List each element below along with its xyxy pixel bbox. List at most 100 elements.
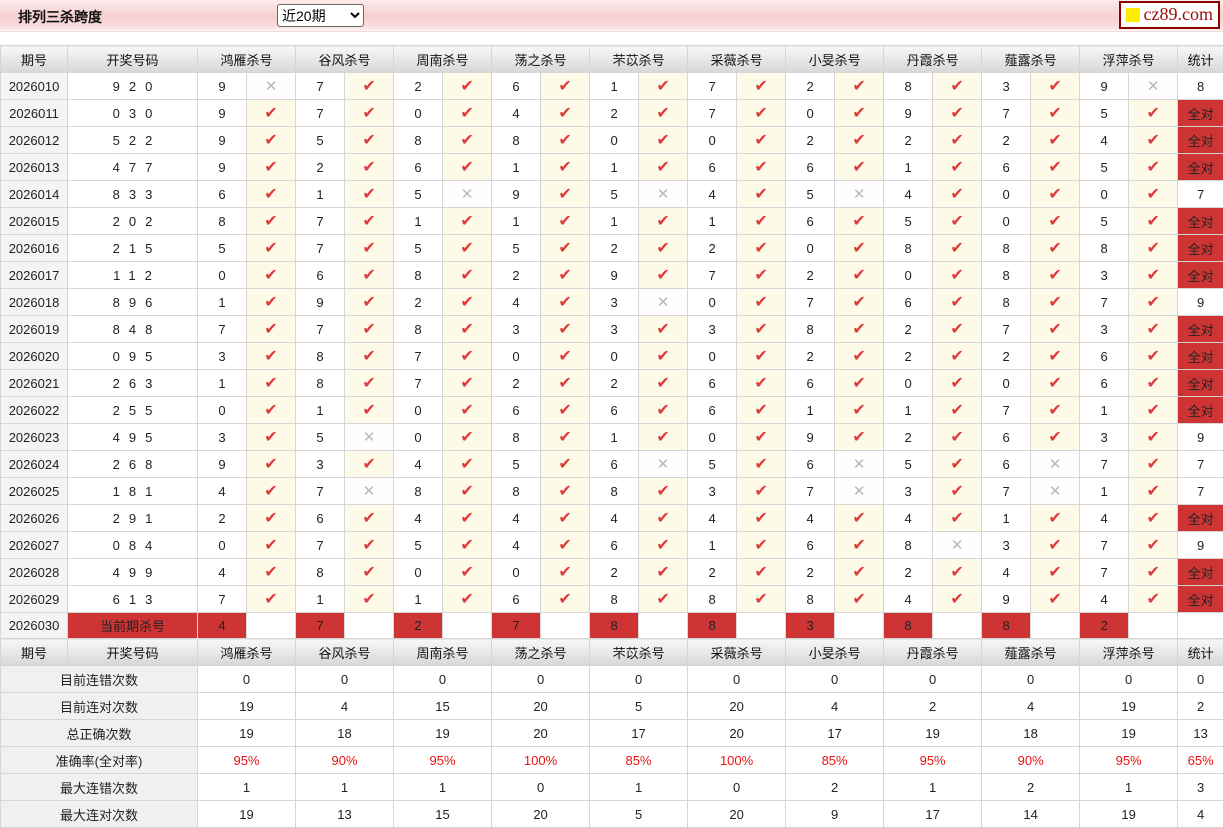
kill-number-cell: 0 (1079, 180, 1130, 208)
period-cell: 2026017 (0, 261, 68, 289)
kill-mark-cell: ✔ (638, 423, 689, 451)
kill-mark-cell: ✔ (834, 342, 885, 370)
check-icon: ✔ (656, 348, 670, 365)
check-icon: ✔ (558, 591, 572, 608)
draw-numbers-cell: 920 (67, 72, 198, 100)
kill-number-cell: 6 (785, 207, 836, 235)
kill-number-cell: 0 (589, 126, 640, 154)
kill-number-cell: 9 (295, 288, 346, 316)
kill-number-cell: 6 (295, 261, 346, 289)
check-icon: ✔ (754, 213, 768, 230)
check-icon: ✔ (852, 240, 866, 257)
col-header-expert-9: 浮萍杀号 (1079, 638, 1179, 666)
kill-number-cell: 8 (883, 531, 934, 559)
period-cell: 2026011 (0, 99, 68, 127)
kill-mark-cell: ✔ (540, 342, 591, 370)
kill-number-cell: 2 (491, 261, 542, 289)
check-icon: ✔ (264, 375, 278, 392)
check-icon: ✔ (362, 294, 376, 311)
check-icon: ✔ (950, 402, 964, 419)
site-logo[interactable]: cz89.com (1118, 1, 1220, 29)
current-kill-blank-cell (245, 612, 297, 639)
kill-number-cell: 8 (393, 261, 444, 289)
check-icon: ✔ (460, 510, 474, 527)
kill-mark-cell: ✔ (540, 180, 591, 208)
kill-mark-cell: ✔ (1128, 396, 1179, 424)
kill-mark-cell: ✕ (834, 180, 885, 208)
kill-mark-cell: ✕ (638, 288, 689, 316)
summary-value-cell: 18 (981, 719, 1081, 747)
kill-mark-cell: ✔ (540, 315, 591, 343)
current-stat-blank-cell (1177, 612, 1223, 639)
summary-value-cell: 4 (981, 692, 1081, 720)
kill-mark-cell: ✔ (834, 126, 885, 154)
check-icon: ✔ (754, 564, 768, 581)
kill-number-cell: 7 (393, 369, 444, 397)
check-icon: ✔ (460, 78, 474, 95)
check-icon: ✔ (362, 348, 376, 365)
check-icon: ✔ (1048, 159, 1062, 176)
table-row: 2026026 291 2 ✔ 6 ✔ 4 ✔ 4 ✔ 4 ✔ 4 ✔ 4 ✔ 4 ✔ 1 ✔ 4 ✔ 全对 (0, 504, 1223, 532)
kill-number-cell: 4 (785, 504, 836, 532)
kill-mark-cell: ✔ (736, 153, 787, 181)
kill-number-cell: 9 (785, 423, 836, 451)
kill-number-cell: 1 (1079, 396, 1130, 424)
kill-number-cell: 4 (883, 180, 934, 208)
kill-number-cell: 2 (589, 558, 640, 586)
kill-number-cell: 9 (197, 153, 247, 181)
summary-label-cell: 目前连对次数 (0, 692, 198, 720)
kill-number-cell: 3 (687, 477, 738, 505)
current-kill-number-cell: 3 (785, 612, 836, 639)
kill-number-cell: 3 (883, 477, 934, 505)
kill-mark-cell: ✔ (638, 234, 689, 262)
check-icon: ✔ (754, 240, 768, 257)
kill-number-cell: 5 (295, 126, 346, 154)
kill-mark-cell: ✔ (344, 504, 395, 532)
check-icon: ✔ (558, 348, 572, 365)
kill-number-cell: 6 (785, 369, 836, 397)
stat-all-correct-badge: 全对 (1177, 369, 1223, 397)
kill-mark-cell: ✔ (442, 504, 493, 532)
summary-value-cell: 85% (589, 746, 689, 774)
range-select[interactable]: 近20期 (277, 4, 364, 27)
kill-mark-cell: ✔ (245, 126, 297, 154)
period-cell: 2026021 (0, 369, 68, 397)
kill-number-cell: 4 (883, 585, 934, 613)
summary-value-cell: 1 (393, 773, 493, 801)
kill-mark-cell: ✔ (932, 126, 983, 154)
summary-total-cell: 0 (1177, 665, 1223, 693)
check-icon: ✔ (1146, 267, 1160, 284)
kill-mark-cell: ✔ (344, 396, 395, 424)
summary-value-cell: 14 (981, 800, 1081, 828)
draw-numbers-cell: 613 (67, 585, 198, 613)
col-header-expert-3: 荡之杀号 (491, 45, 591, 73)
kill-number-cell: 2 (785, 558, 836, 586)
stat-all-correct-badge: 全对 (1177, 99, 1223, 127)
kill-mark-cell: ✔ (736, 180, 787, 208)
kill-mark-cell: ✔ (834, 234, 885, 262)
check-icon: ✔ (460, 456, 474, 473)
kill-number-cell: 0 (785, 234, 836, 262)
summary-value-cell: 18 (295, 719, 395, 747)
summary-value-cell: 1 (883, 773, 983, 801)
summary-value-cell: 0 (491, 773, 591, 801)
kill-number-cell: 6 (785, 153, 836, 181)
kill-number-cell: 8 (393, 477, 444, 505)
cross-icon: ✕ (656, 294, 670, 311)
check-icon: ✔ (754, 132, 768, 149)
kill-mark-cell: ✔ (834, 558, 885, 586)
check-icon: ✔ (460, 105, 474, 122)
kill-number-cell: 0 (393, 396, 444, 424)
current-kill-blank-cell (638, 612, 689, 639)
kill-mark-cell: ✔ (540, 288, 591, 316)
kill-number-cell: 7 (295, 315, 346, 343)
kill-mark-cell: ✔ (932, 261, 983, 289)
check-icon: ✔ (1146, 348, 1160, 365)
kill-number-cell: 6 (491, 72, 542, 100)
kill-mark-cell: ✔ (344, 180, 395, 208)
summary-value-cell: 13 (295, 800, 395, 828)
check-icon: ✔ (460, 429, 474, 446)
kill-number-cell: 1 (687, 531, 738, 559)
summary-total-cell: 65% (1177, 746, 1223, 774)
cross-icon: ✕ (852, 456, 866, 473)
